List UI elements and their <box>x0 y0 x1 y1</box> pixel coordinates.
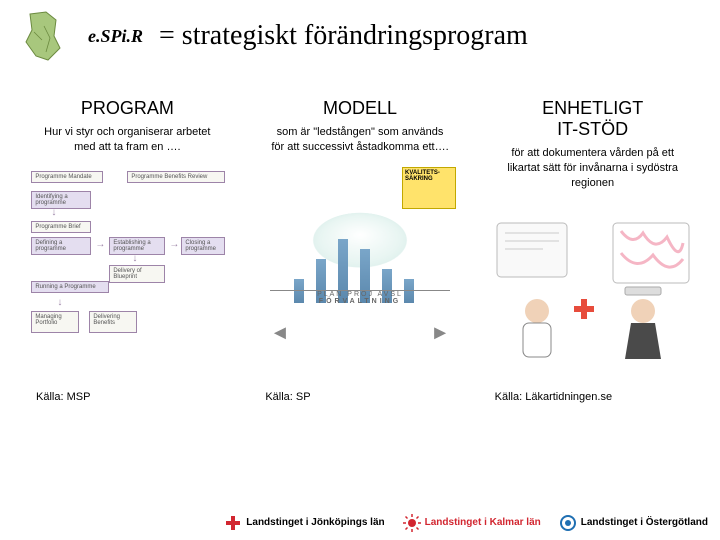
diagram-box: Running a Programme <box>31 281 109 293</box>
arrow-down-icon: ↓ <box>57 297 62 308</box>
phase-label: FÖRVALTNING <box>319 298 401 305</box>
diagram-box: Programme Mandate <box>31 171 103 183</box>
arrow-right-icon: ► <box>430 322 450 345</box>
source-row: Källa: MSP Källa: SP Källa: Läkartidning… <box>0 391 720 403</box>
arrow-left-icon: ◄ <box>270 322 290 345</box>
col-program-title: PROGRAM <box>81 98 174 119</box>
logo-text: Landstinget i Kalmar län <box>425 517 541 528</box>
col-modell: MODELL som är "ledstången" som används f… <box>249 98 472 383</box>
plus-icon <box>224 514 242 532</box>
msp-diagram: Programme Mandate Identifying a programm… <box>27 167 227 347</box>
header: e.SPi.R = strategiskt förändringsprogram <box>0 0 720 68</box>
logo-ostergotland: Landstinget i Östergötland <box>559 514 708 532</box>
three-column-layout: PROGRAM Hur vi styr och organiserar arbe… <box>0 68 720 383</box>
page-title: = strategiskt förändringsprogram <box>159 20 528 52</box>
col-modell-title: MODELL <box>323 98 397 119</box>
source-modell: Källa: SP <box>245 391 474 403</box>
diagram-box: Programme Brief <box>31 221 91 233</box>
logo-jonkoping: Landstinget i Jönköpings län <box>224 514 384 532</box>
diagram-box: Defining a programme <box>31 237 91 255</box>
col-itstod-title: ENHETLIGTIT-STÖD <box>542 98 643 140</box>
arrow-right-icon: → <box>169 239 179 250</box>
diagram-box: Delivering Benefits <box>89 311 137 333</box>
col-program: PROGRAM Hur vi styr och organiserar arbe… <box>16 98 239 383</box>
arrow-down-icon: ↓ <box>132 253 137 264</box>
diagram-box: Establishing a programme <box>109 237 165 255</box>
logo-kalmar: Landstinget i Kalmar län <box>403 514 541 532</box>
arrow-down-icon: ↓ <box>51 207 56 218</box>
region-map-icon <box>16 8 72 64</box>
sun-icon <box>403 514 421 532</box>
diagram-box: Identifying a programme <box>31 191 91 209</box>
diagram-box: Closing a programme <box>181 237 225 255</box>
arrow-right-icon: → <box>95 239 105 250</box>
logo-text: Landstinget i Jönköpings län <box>246 517 384 528</box>
col-modell-desc: som är "ledstången" som används för att … <box>270 125 450 155</box>
diagram-label: Programme Benefits Review <box>127 171 225 183</box>
phase-line: PLAN PROJ AVSL FÖRVALTNING <box>270 290 450 305</box>
healthcare-scene-illustration <box>493 203 693 383</box>
footer-logos: Landstinget i Jönköpings län Landstinget… <box>224 514 708 532</box>
phase-sublabels: PLAN PROJ AVSL <box>317 291 403 298</box>
diagram-box: Delivery of Blueprint <box>109 265 165 283</box>
source-program: Källa: MSP <box>16 391 245 403</box>
sp-model-diagram: KVALITETS-SÄKRING PLAN PROJ AVSL FÖRVALT… <box>260 167 460 347</box>
circle-icon <box>559 514 577 532</box>
diagram-box: Managing Portfolio <box>31 311 79 333</box>
badge-label: KVALITETS-SÄKRING <box>405 170 440 183</box>
source-itstod: Källa: Läkartidningen.se <box>475 391 704 403</box>
col-itstod-desc: för att dokumentera vården på ett likart… <box>503 146 683 191</box>
brand-text: e.SPi.R <box>88 26 143 47</box>
quality-badge: KVALITETS-SÄKRING <box>402 167 456 209</box>
col-itstod: ENHETLIGTIT-STÖD för att dokumentera vår… <box>481 98 704 383</box>
col-program-desc: Hur vi styr och organiserar arbetet med … <box>37 125 217 155</box>
logo-text: Landstinget i Östergötland <box>581 517 708 528</box>
